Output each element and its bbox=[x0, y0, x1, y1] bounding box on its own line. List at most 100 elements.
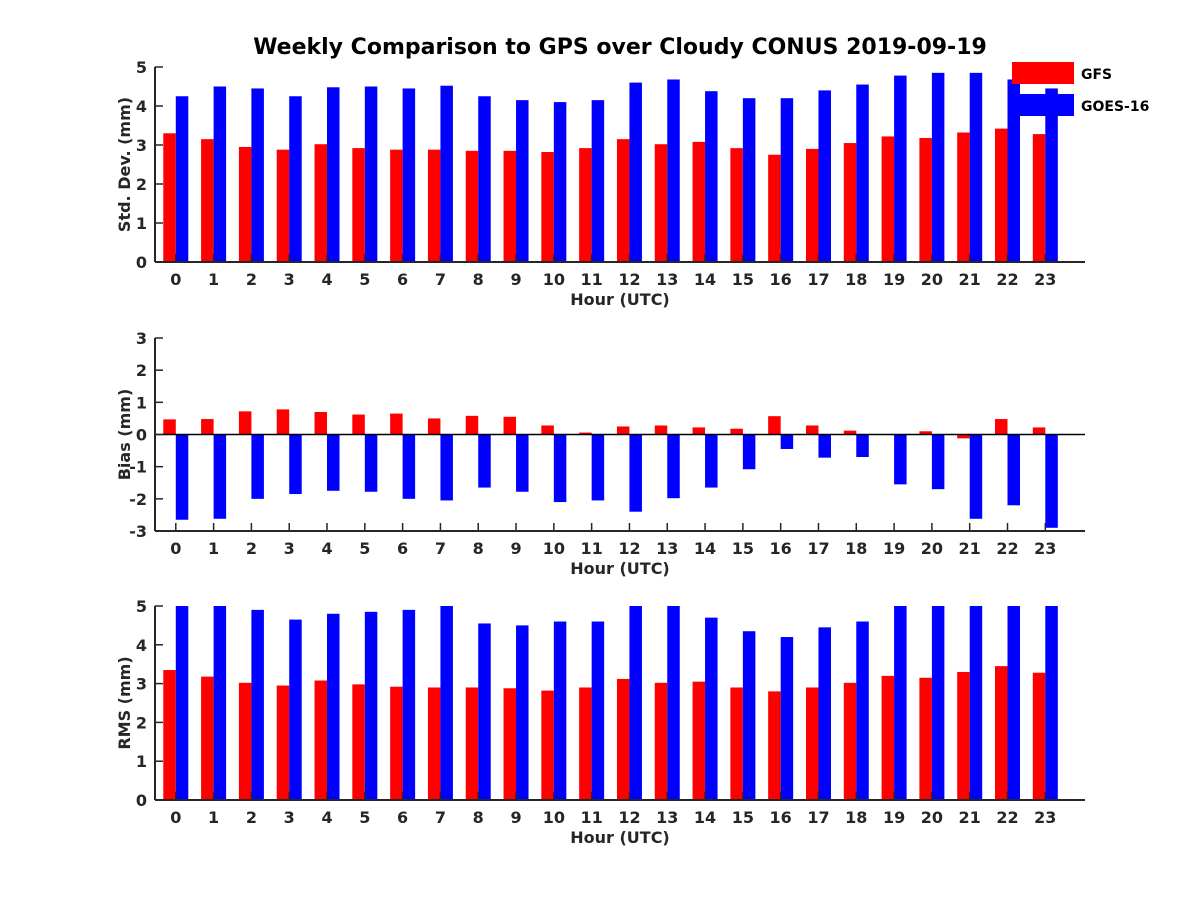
bar-gfs-5 bbox=[352, 414, 365, 435]
y-tick-label: -3 bbox=[129, 522, 147, 541]
x-tick-label: 15 bbox=[732, 270, 754, 289]
x-tick-label: 0 bbox=[170, 539, 181, 558]
x-tick-label: 12 bbox=[618, 270, 640, 289]
legend-swatch-goes-16 bbox=[1012, 94, 1074, 116]
x-tick-label: 18 bbox=[845, 539, 867, 558]
bar-gfs-20 bbox=[919, 137, 932, 262]
bar-gfs-14 bbox=[692, 681, 706, 800]
bar-goes-16-14 bbox=[705, 91, 718, 263]
x-tick-label: 6 bbox=[397, 539, 408, 558]
bar-goes-16-2 bbox=[251, 88, 264, 262]
bar-goes-16-0 bbox=[175, 96, 189, 262]
bar-goes-16-15 bbox=[742, 98, 756, 262]
bar-goes-16-7 bbox=[440, 85, 453, 262]
bar-goes-16-5 bbox=[364, 434, 378, 492]
x-tick-label: 12 bbox=[618, 539, 640, 558]
bar-goes-16-6 bbox=[402, 434, 416, 499]
bar-goes-16-1 bbox=[213, 606, 227, 800]
bar-gfs-16 bbox=[768, 691, 781, 800]
bar-goes-16-11 bbox=[591, 100, 605, 263]
bar-gfs-4 bbox=[314, 680, 328, 800]
x-axis-label: Hour (UTC) bbox=[570, 828, 670, 847]
bar-gfs-16 bbox=[768, 416, 781, 435]
x-tick-label: 21 bbox=[959, 270, 981, 289]
bar-goes-16-18 bbox=[856, 84, 869, 262]
x-tick-label: 22 bbox=[996, 539, 1018, 558]
x-tick-label: 11 bbox=[581, 270, 603, 289]
bar-gfs-6 bbox=[390, 149, 403, 262]
x-tick-label: 2 bbox=[246, 270, 257, 289]
x-tick-label: 11 bbox=[581, 808, 603, 827]
bar-gfs-20 bbox=[919, 431, 932, 435]
x-tick-label: 17 bbox=[807, 270, 829, 289]
y-tick-label: 1 bbox=[136, 214, 147, 233]
bar-gfs-17 bbox=[805, 425, 819, 435]
bar-goes-16-8 bbox=[478, 434, 491, 488]
x-tick-label: 3 bbox=[284, 539, 295, 558]
bar-goes-16-1 bbox=[213, 86, 227, 262]
bar-goes-16-8 bbox=[478, 96, 491, 262]
x-tick-label: 20 bbox=[921, 539, 943, 558]
bar-gfs-9 bbox=[503, 150, 517, 262]
x-tick-label: 11 bbox=[581, 539, 603, 558]
x-tick-label: 0 bbox=[170, 808, 181, 827]
x-tick-label: 0 bbox=[170, 270, 181, 289]
bar-gfs-15 bbox=[730, 687, 743, 800]
bar-goes-16-14 bbox=[705, 617, 718, 800]
x-tick-label: 5 bbox=[359, 270, 370, 289]
x-tick-label: 10 bbox=[543, 808, 565, 827]
bar-gfs-22 bbox=[995, 128, 1008, 262]
bar-gfs-11 bbox=[579, 148, 592, 262]
bar-goes-16-3 bbox=[289, 96, 302, 262]
bar-gfs-12 bbox=[616, 139, 630, 262]
bar-gfs-18 bbox=[843, 143, 857, 262]
bar-gfs-7 bbox=[427, 149, 441, 262]
bar-goes-16-2 bbox=[251, 609, 264, 800]
bar-gfs-8 bbox=[465, 687, 479, 800]
x-tick-label: 3 bbox=[284, 270, 295, 289]
x-tick-label: 8 bbox=[473, 270, 484, 289]
x-tick-label: 18 bbox=[845, 270, 867, 289]
x-tick-label: 4 bbox=[321, 808, 332, 827]
bar-goes-16-17 bbox=[818, 434, 831, 458]
x-tick-label: 6 bbox=[397, 808, 408, 827]
x-tick-label: 13 bbox=[656, 539, 678, 558]
bar-goes-16-18 bbox=[856, 621, 869, 800]
x-tick-label: 22 bbox=[996, 270, 1018, 289]
bar-goes-16-11 bbox=[591, 434, 605, 501]
bar-goes-16-20 bbox=[931, 434, 945, 490]
bar-gfs-12 bbox=[616, 426, 630, 435]
bar-gfs-3 bbox=[276, 685, 290, 800]
bar-goes-16-11 bbox=[591, 621, 605, 800]
bar-goes-16-19 bbox=[894, 75, 907, 262]
y-tick-label: 3 bbox=[136, 136, 147, 155]
bar-gfs-18 bbox=[843, 430, 857, 435]
bar-goes-16-22 bbox=[1007, 606, 1020, 800]
bar-gfs-5 bbox=[352, 148, 365, 262]
bar-gfs-3 bbox=[276, 149, 290, 262]
x-tick-label: 20 bbox=[921, 808, 943, 827]
bar-gfs-4 bbox=[314, 411, 328, 435]
chart-title: Weekly Comparison to GPS over Cloudy CON… bbox=[253, 35, 987, 60]
x-tick-label: 1 bbox=[208, 808, 219, 827]
bar-gfs-10 bbox=[541, 152, 554, 262]
bar-gfs-21 bbox=[957, 132, 970, 262]
bar-goes-16-16 bbox=[780, 637, 794, 800]
y-tick-label: 5 bbox=[136, 597, 147, 616]
y-tick-label: 2 bbox=[136, 361, 147, 380]
bar-gfs-0 bbox=[163, 133, 176, 262]
bar-gfs-5 bbox=[352, 684, 365, 800]
bar-gfs-3 bbox=[276, 409, 290, 435]
bar-goes-16-3 bbox=[289, 619, 302, 800]
y-axis-label: Std. Dev. (mm) bbox=[115, 97, 134, 232]
x-tick-label: 7 bbox=[435, 539, 446, 558]
bar-goes-16-5 bbox=[364, 611, 378, 800]
bar-gfs-14 bbox=[692, 427, 706, 435]
legend: GFS GOES-16 bbox=[1012, 62, 1149, 116]
bar-gfs-11 bbox=[579, 432, 592, 435]
bar-goes-16-21 bbox=[969, 434, 983, 519]
